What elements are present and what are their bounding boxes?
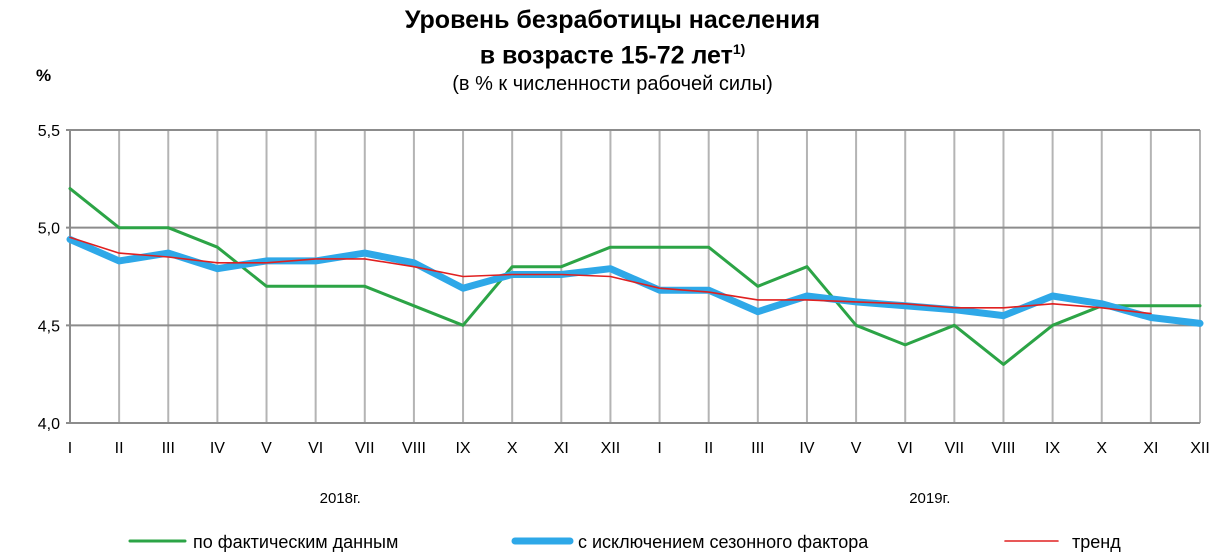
x-tick-label: XI bbox=[1143, 440, 1158, 457]
x-tick-label: I bbox=[657, 440, 661, 457]
x-tick-label: V bbox=[261, 440, 272, 457]
x-year-label: 2019г. bbox=[909, 490, 950, 507]
x-tick-label: V bbox=[851, 440, 862, 457]
x-tick-label: XII bbox=[1190, 440, 1210, 457]
x-tick-label: IV bbox=[210, 440, 225, 457]
y-tick-label: 4,5 bbox=[38, 318, 60, 335]
x-tick-label: II bbox=[704, 440, 713, 457]
y-tick-label: 5,5 bbox=[38, 123, 60, 140]
x-tick-label: VII bbox=[355, 440, 375, 457]
y-axis-unit-label: % bbox=[36, 66, 52, 85]
legend-label-3: тренд bbox=[1072, 532, 1121, 552]
legend-label-2: с исключением сезонного фактора bbox=[578, 532, 869, 552]
chart-title-line2-text: в возрасте 15-72 лет bbox=[479, 41, 733, 70]
x-tick-label: I bbox=[68, 440, 72, 457]
y-tick-label: 4,0 bbox=[38, 416, 60, 433]
x-year-label: 2018г. bbox=[320, 490, 361, 507]
x-tick-label: III bbox=[162, 440, 175, 457]
x-tick-label: XI bbox=[554, 440, 569, 457]
x-tick-label: X bbox=[1096, 440, 1107, 457]
x-tick-label: VIII bbox=[991, 440, 1015, 457]
x-tick-label: VI bbox=[308, 440, 323, 457]
x-tick-label: IX bbox=[455, 440, 470, 457]
chart-title-block: Уровень безработицы населения в возрасте… bbox=[0, 6, 1225, 97]
x-tick-label: X bbox=[507, 440, 518, 457]
x-tick-label: VI bbox=[898, 440, 913, 457]
series-line-1 bbox=[68, 187, 1202, 366]
x-tick-label: XII bbox=[601, 440, 621, 457]
chart-subtitle: (в % к численности рабочей силы) bbox=[452, 73, 773, 96]
x-tick-label: VIII bbox=[402, 440, 426, 457]
y-tick-label: 5,0 bbox=[38, 221, 60, 238]
chart-title: Уровень безработицы населения bbox=[404, 6, 821, 34]
x-tick-label: IX bbox=[1045, 440, 1060, 457]
series-line-2 bbox=[66, 235, 1204, 327]
x-tick-label: III bbox=[751, 440, 764, 457]
x-tick-label: IV bbox=[799, 440, 814, 457]
x-tick-label: VII bbox=[945, 440, 965, 457]
chart-title-line2: в возрасте 15-72 лет1) bbox=[0, 35, 1225, 70]
x-tick-label: II bbox=[115, 440, 124, 457]
chart-title-footnote: 1) bbox=[732, 41, 746, 57]
series-line-3 bbox=[69, 236, 1152, 315]
legend-label-1: по фактическим данным bbox=[193, 532, 398, 552]
